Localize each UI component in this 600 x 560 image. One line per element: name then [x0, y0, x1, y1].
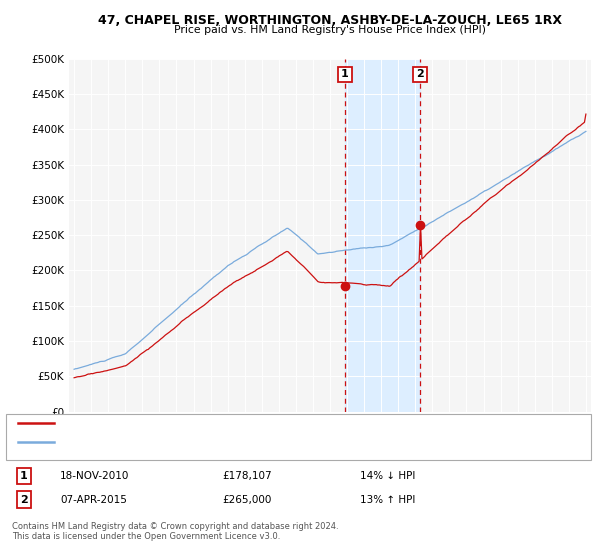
Text: 47, CHAPEL RISE, WORTHINGTON, ASHBY-DE-LA-ZOUCH, LE65 1RX (detached house): 47, CHAPEL RISE, WORTHINGTON, ASHBY-DE-L… [60, 418, 475, 428]
Text: Price paid vs. HM Land Registry's House Price Index (HPI): Price paid vs. HM Land Registry's House … [174, 25, 486, 35]
Bar [345, 59, 420, 412]
Text: 13% ↑ HPI: 13% ↑ HPI [360, 494, 415, 505]
Text: £265,000: £265,000 [222, 494, 271, 505]
Text: £178,107: £178,107 [222, 471, 272, 481]
Text: 2: 2 [416, 69, 424, 80]
Text: 2: 2 [20, 494, 28, 505]
Text: Contains HM Land Registry data © Crown copyright and database right 2024.
This d: Contains HM Land Registry data © Crown c… [12, 522, 338, 542]
Text: 14% ↓ HPI: 14% ↓ HPI [360, 471, 415, 481]
Text: 07-APR-2015: 07-APR-2015 [60, 494, 127, 505]
Text: HPI: Average price, detached house, North West Leicestershire: HPI: Average price, detached house, Nort… [60, 437, 367, 447]
Text: 1: 1 [341, 69, 349, 80]
Text: 1: 1 [20, 471, 28, 481]
Text: 18-NOV-2010: 18-NOV-2010 [60, 471, 130, 481]
Text: 47, CHAPEL RISE, WORTHINGTON, ASHBY-DE-LA-ZOUCH, LE65 1RX: 47, CHAPEL RISE, WORTHINGTON, ASHBY-DE-L… [98, 14, 562, 27]
